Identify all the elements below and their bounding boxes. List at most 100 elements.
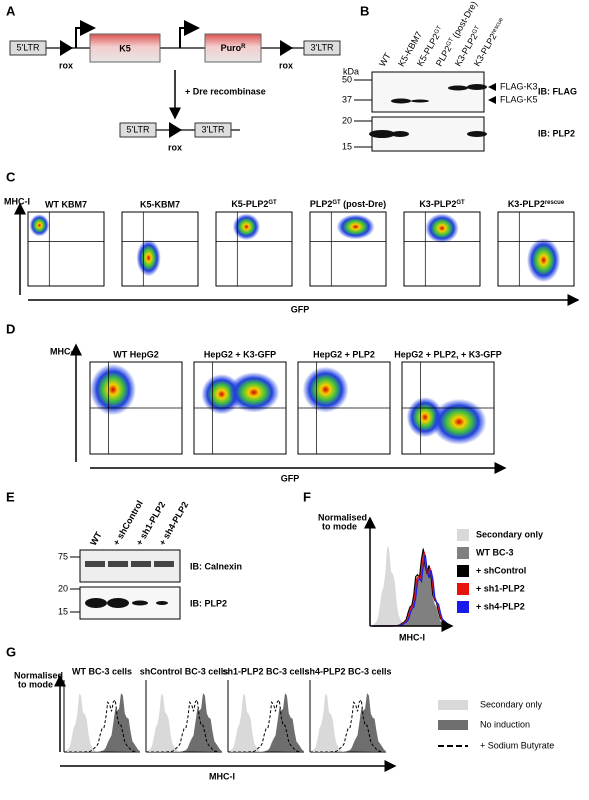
text-superscript: R bbox=[241, 44, 246, 50]
band bbox=[369, 130, 395, 138]
plot-title: HepG2 + K3-GFP bbox=[204, 349, 276, 359]
ltr-label: 5'LTR bbox=[16, 42, 40, 52]
band bbox=[85, 598, 107, 608]
cell-density bbox=[336, 214, 375, 240]
axis-label: GFP bbox=[291, 304, 310, 314]
histogram bbox=[64, 693, 140, 752]
text-superscript: GT bbox=[456, 200, 465, 206]
band bbox=[467, 84, 487, 90]
ltr-label: 3'LTR bbox=[310, 42, 334, 52]
rox-site bbox=[60, 40, 73, 56]
cell-density bbox=[228, 372, 280, 413]
plot-title: sh1-PLP2 BC-3 cells bbox=[222, 666, 309, 676]
axis-label: GFP bbox=[281, 473, 300, 483]
ltr-label: 3'LTR bbox=[201, 124, 225, 134]
plot-title: K5-PLP2GT bbox=[231, 199, 277, 209]
panel-label: G bbox=[6, 644, 16, 659]
ltr-box bbox=[194, 122, 232, 138]
axis-label: to mode bbox=[322, 521, 357, 531]
rox-label: rox bbox=[279, 60, 293, 70]
marker-label: 20 bbox=[342, 115, 352, 125]
lane-label: WT bbox=[377, 51, 393, 69]
band bbox=[154, 561, 174, 567]
panel-label: C bbox=[6, 169, 16, 184]
puro-box bbox=[204, 33, 262, 63]
plot-title: K3-PLP2GT bbox=[419, 199, 465, 209]
plot-title: HepG2 + PLP2, + K3-GFP bbox=[394, 349, 502, 359]
legend-label: No induction bbox=[480, 719, 530, 729]
histogram bbox=[310, 693, 386, 752]
panel-label: F bbox=[303, 489, 311, 504]
histogram bbox=[146, 693, 222, 752]
ib-label: IB: Calnexin bbox=[190, 561, 242, 571]
ib-label: IB: PLP2 bbox=[538, 128, 575, 138]
axis-label: Normalised bbox=[14, 670, 63, 680]
band bbox=[108, 561, 128, 567]
legend-swatch bbox=[457, 547, 469, 559]
text-superscript: GT bbox=[433, 25, 443, 36]
cell-density bbox=[29, 214, 50, 237]
ltr-label: 5'LTR bbox=[126, 124, 150, 134]
text-superscript: GT bbox=[332, 200, 341, 206]
histogram bbox=[228, 693, 304, 752]
legend-swatch bbox=[457, 529, 469, 541]
band bbox=[132, 600, 148, 606]
band-label: FLAG-K5 bbox=[500, 94, 538, 104]
band bbox=[131, 561, 151, 567]
ltr-box bbox=[9, 40, 47, 56]
histogram bbox=[146, 693, 222, 752]
legend-label: WT BC-3 bbox=[476, 547, 514, 557]
puro-label: PuroR bbox=[221, 43, 247, 53]
k5-box bbox=[89, 33, 161, 63]
text-base: PLP2 bbox=[434, 44, 454, 68]
rox-site bbox=[169, 122, 182, 138]
legend-swatch bbox=[457, 601, 469, 613]
legend-label: Secondary only bbox=[480, 699, 543, 709]
axis-label: Normalised bbox=[318, 512, 367, 522]
ib-label: IB: FLAG bbox=[538, 86, 577, 96]
band bbox=[107, 598, 129, 608]
legend-swatch bbox=[438, 700, 468, 710]
panel-label: E bbox=[6, 489, 15, 504]
marker-label: 75 bbox=[58, 551, 68, 561]
text-superscript: GT bbox=[445, 37, 455, 48]
promoter-arrow bbox=[179, 20, 200, 48]
marker-label: 37 bbox=[342, 94, 352, 104]
lane-label: WT bbox=[88, 530, 104, 548]
panel-label: A bbox=[6, 3, 16, 18]
histogram bbox=[64, 693, 140, 752]
plot-title: K5-KBM7 bbox=[140, 199, 180, 209]
cell-density bbox=[526, 237, 561, 283]
text-base: K3-PLP2 bbox=[508, 199, 545, 209]
recombinase-label: + Dre recombinase bbox=[185, 86, 266, 96]
text-base: Puro bbox=[221, 43, 242, 53]
plot-title: sh4-PLP2 BC-3 cells bbox=[304, 666, 391, 676]
band-label: FLAG-K3 bbox=[500, 81, 538, 91]
plot-title: WT BC-3 cells bbox=[72, 666, 132, 676]
legend-swatch bbox=[457, 565, 469, 577]
histogram bbox=[228, 699, 305, 753]
lane-label: K3-PLP2rescue bbox=[472, 16, 508, 68]
band-arrow bbox=[488, 83, 496, 91]
plot-title: WT HepG2 bbox=[113, 349, 159, 359]
legend-label: + sh1-PLP2 bbox=[476, 583, 525, 593]
axis-label: MHC-I bbox=[4, 196, 30, 206]
cell-density bbox=[136, 239, 161, 277]
histogram bbox=[310, 693, 386, 752]
text-base: K3-PLP2 bbox=[419, 199, 456, 209]
text-superscript: rescue bbox=[490, 16, 505, 35]
cell-density bbox=[232, 213, 261, 241]
band bbox=[156, 601, 168, 605]
text-superscript: rescue bbox=[545, 200, 565, 206]
axis-label: to mode bbox=[18, 679, 53, 689]
promoter-arrow bbox=[75, 20, 96, 48]
plot-title: shControl BC-3 cells bbox=[140, 666, 229, 676]
blot-top bbox=[371, 71, 485, 113]
axis-label: MHC-I bbox=[399, 632, 425, 642]
band bbox=[391, 98, 411, 104]
ltr-box bbox=[303, 40, 341, 56]
legend-label: + sh4-PLP2 bbox=[476, 601, 525, 611]
text-base: K5-PLP2 bbox=[231, 199, 268, 209]
histogram bbox=[372, 546, 448, 626]
